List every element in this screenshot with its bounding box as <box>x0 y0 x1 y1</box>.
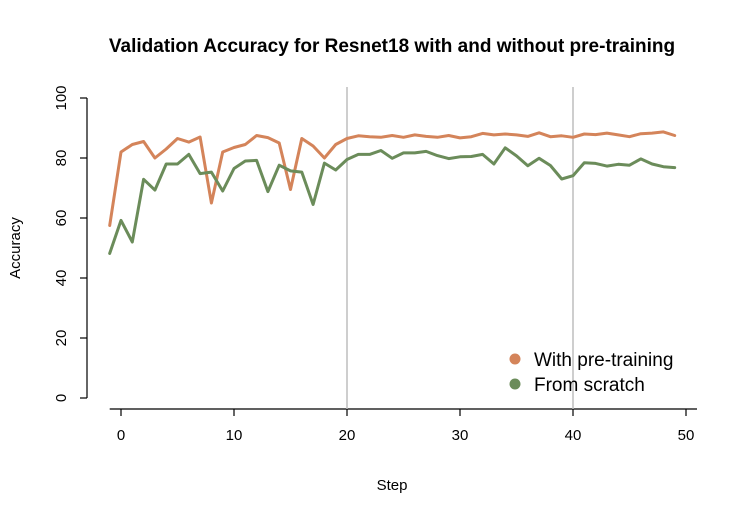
legend-marker <box>509 353 521 365</box>
y-tick-label: 100 <box>53 85 70 110</box>
x-tick-label: 30 <box>452 427 469 444</box>
legend-label: With pre-training <box>534 350 673 371</box>
reference-lines <box>346 87 574 409</box>
y-tick-label: 60 <box>53 210 70 227</box>
x-axis-label: Step <box>377 477 408 494</box>
chart-title: Validation Accuracy for Resnet18 with an… <box>109 36 675 57</box>
y-tick-label: 0 <box>53 394 70 402</box>
x-tick-label: 20 <box>339 427 356 444</box>
legend-marker <box>509 378 521 390</box>
x-tick-label: 10 <box>226 427 243 444</box>
y-tick-label: 20 <box>53 330 70 347</box>
y-tick-label: 40 <box>53 270 70 287</box>
x-tick-label: 40 <box>565 427 582 444</box>
legend-label: From scratch <box>534 375 645 396</box>
y-axis-label: Accuracy <box>7 217 24 279</box>
y-tick-label: 80 <box>53 150 70 167</box>
x-tick-label: 0 <box>117 427 125 444</box>
axes: 0 20 40 60 80 100 0 10 20 30 40 50 <box>53 85 697 444</box>
series-line-0 <box>108 130 677 227</box>
x-tick-label: 50 <box>678 427 695 444</box>
legend: With pre-training From scratch <box>509 350 673 396</box>
series-group <box>108 130 677 255</box>
series-line-1 <box>108 146 677 255</box>
